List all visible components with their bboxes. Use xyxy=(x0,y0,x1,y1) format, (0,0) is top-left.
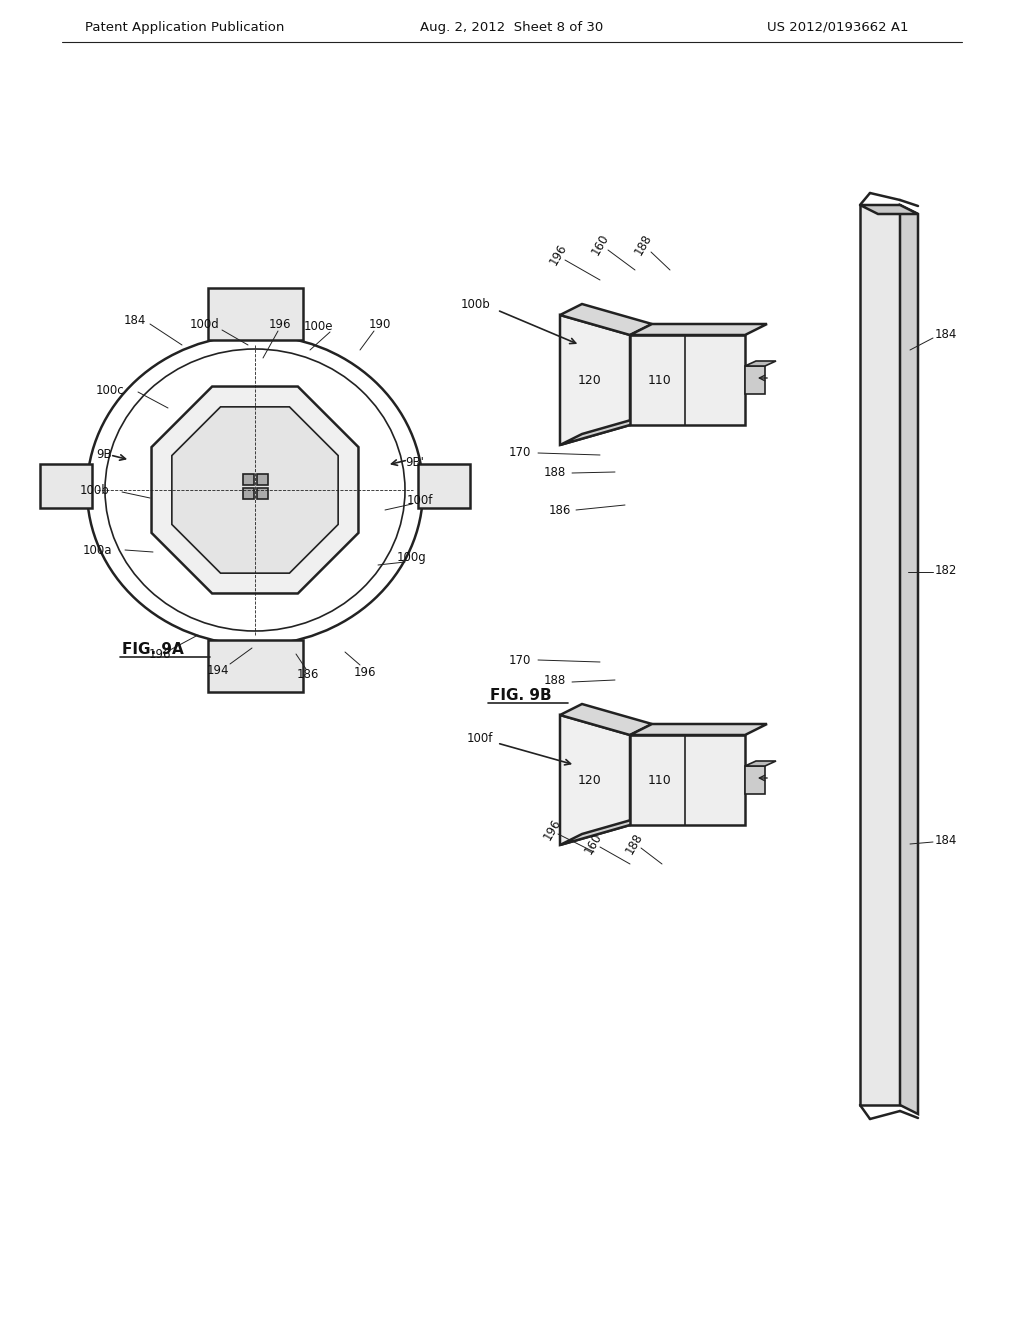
Bar xyxy=(630,735,745,825)
Text: 184: 184 xyxy=(935,833,957,846)
Polygon shape xyxy=(560,315,630,445)
Polygon shape xyxy=(299,473,335,508)
Polygon shape xyxy=(196,519,226,549)
Text: Aug. 2, 2012  Sheet 8 of 30: Aug. 2, 2012 Sheet 8 of 30 xyxy=(421,21,603,33)
Text: 184: 184 xyxy=(935,329,957,342)
Polygon shape xyxy=(860,205,900,1105)
Text: 100f: 100f xyxy=(467,731,493,744)
Bar xyxy=(257,474,268,484)
Text: Patent Application Publication: Patent Application Publication xyxy=(85,21,285,33)
Polygon shape xyxy=(237,411,273,446)
Text: 120: 120 xyxy=(579,374,602,387)
Text: 186: 186 xyxy=(297,668,319,681)
Polygon shape xyxy=(630,323,767,335)
Polygon shape xyxy=(630,723,767,735)
Bar xyxy=(40,465,92,508)
Polygon shape xyxy=(560,814,652,845)
Text: 188: 188 xyxy=(632,232,654,257)
Bar xyxy=(630,335,745,425)
Text: 100a: 100a xyxy=(82,544,112,557)
Bar xyxy=(243,488,254,499)
Polygon shape xyxy=(560,704,652,735)
Text: 100b: 100b xyxy=(80,483,110,496)
Text: 170: 170 xyxy=(509,653,531,667)
Bar xyxy=(208,640,303,692)
Text: 100f: 100f xyxy=(407,494,433,507)
Text: 9B: 9B xyxy=(96,449,112,462)
Text: 196: 196 xyxy=(541,817,563,843)
Text: 100e: 100e xyxy=(303,321,333,334)
Text: 9B': 9B' xyxy=(406,455,424,469)
Text: 188: 188 xyxy=(544,673,566,686)
Text: FIG. 9B: FIG. 9B xyxy=(490,688,552,702)
Text: 194: 194 xyxy=(207,664,229,676)
Polygon shape xyxy=(172,407,338,573)
Text: 196: 196 xyxy=(268,318,291,331)
Bar xyxy=(208,288,303,341)
Text: 110: 110 xyxy=(648,374,672,387)
Text: 196: 196 xyxy=(148,648,171,661)
Polygon shape xyxy=(196,430,226,461)
Text: 196: 196 xyxy=(547,242,569,268)
Polygon shape xyxy=(560,304,652,335)
Text: 160: 160 xyxy=(582,832,604,857)
Polygon shape xyxy=(745,762,776,766)
Bar xyxy=(418,465,470,508)
Text: 182: 182 xyxy=(935,564,957,577)
Polygon shape xyxy=(560,715,630,845)
Text: 160: 160 xyxy=(589,232,611,257)
Polygon shape xyxy=(152,387,358,594)
Bar xyxy=(257,488,268,499)
Text: 196: 196 xyxy=(353,665,376,678)
Text: 190: 190 xyxy=(369,318,391,331)
Polygon shape xyxy=(860,205,918,214)
Bar xyxy=(745,366,765,393)
Text: 100d: 100d xyxy=(190,318,220,331)
Polygon shape xyxy=(175,473,211,508)
Text: 170: 170 xyxy=(509,446,531,458)
Polygon shape xyxy=(284,519,314,549)
Text: 100c: 100c xyxy=(95,384,124,396)
Text: 120: 120 xyxy=(579,774,602,787)
Text: 100b: 100b xyxy=(460,298,490,312)
Polygon shape xyxy=(745,360,776,366)
Polygon shape xyxy=(560,414,652,445)
Text: FIG. 9A: FIG. 9A xyxy=(122,643,183,657)
Bar xyxy=(243,474,254,484)
Text: 188: 188 xyxy=(544,466,566,479)
Text: 188: 188 xyxy=(623,832,645,857)
Polygon shape xyxy=(237,535,273,570)
Text: US 2012/0193662 A1: US 2012/0193662 A1 xyxy=(767,21,908,33)
Text: 186: 186 xyxy=(549,503,571,516)
Polygon shape xyxy=(284,430,314,461)
Text: 100g: 100g xyxy=(397,552,427,565)
Text: 110: 110 xyxy=(648,774,672,787)
Polygon shape xyxy=(900,205,918,1114)
Bar xyxy=(745,766,765,795)
Text: 184: 184 xyxy=(124,314,146,326)
